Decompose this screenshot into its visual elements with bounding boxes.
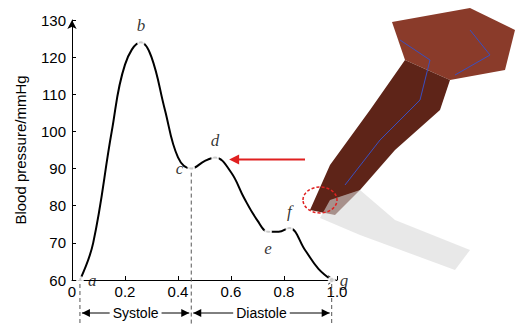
svg-text:110: 110 (42, 86, 66, 103)
svg-text:b: b (137, 16, 146, 35)
svg-text:0.6: 0.6 (221, 283, 242, 300)
svg-text:70: 70 (49, 234, 66, 251)
svg-text:0.2: 0.2 (115, 283, 136, 300)
svg-text:120: 120 (41, 49, 66, 66)
svg-text:Diastole: Diastole (236, 305, 287, 321)
svg-text:90: 90 (49, 160, 66, 177)
svg-text:e: e (264, 239, 272, 258)
svg-text:1.0: 1.0 (326, 283, 348, 300)
svg-text:d: d (211, 131, 220, 150)
svg-text:80: 80 (49, 197, 66, 214)
svg-text:0: 0 (68, 283, 76, 300)
svg-text:0.8: 0.8 (274, 283, 295, 300)
svg-text:f: f (287, 202, 294, 221)
svg-text:Systole: Systole (113, 305, 159, 321)
svg-text:60: 60 (49, 272, 66, 289)
svg-text:a: a (88, 271, 97, 290)
svg-text:g: g (340, 271, 349, 290)
svg-text:100: 100 (41, 123, 66, 140)
svg-text:Blood pressure/mmHg: Blood pressure/mmHg (12, 75, 29, 224)
svg-text:130: 130 (41, 12, 66, 29)
svg-text:c: c (176, 159, 184, 178)
svg-text:0.4: 0.4 (168, 283, 189, 300)
